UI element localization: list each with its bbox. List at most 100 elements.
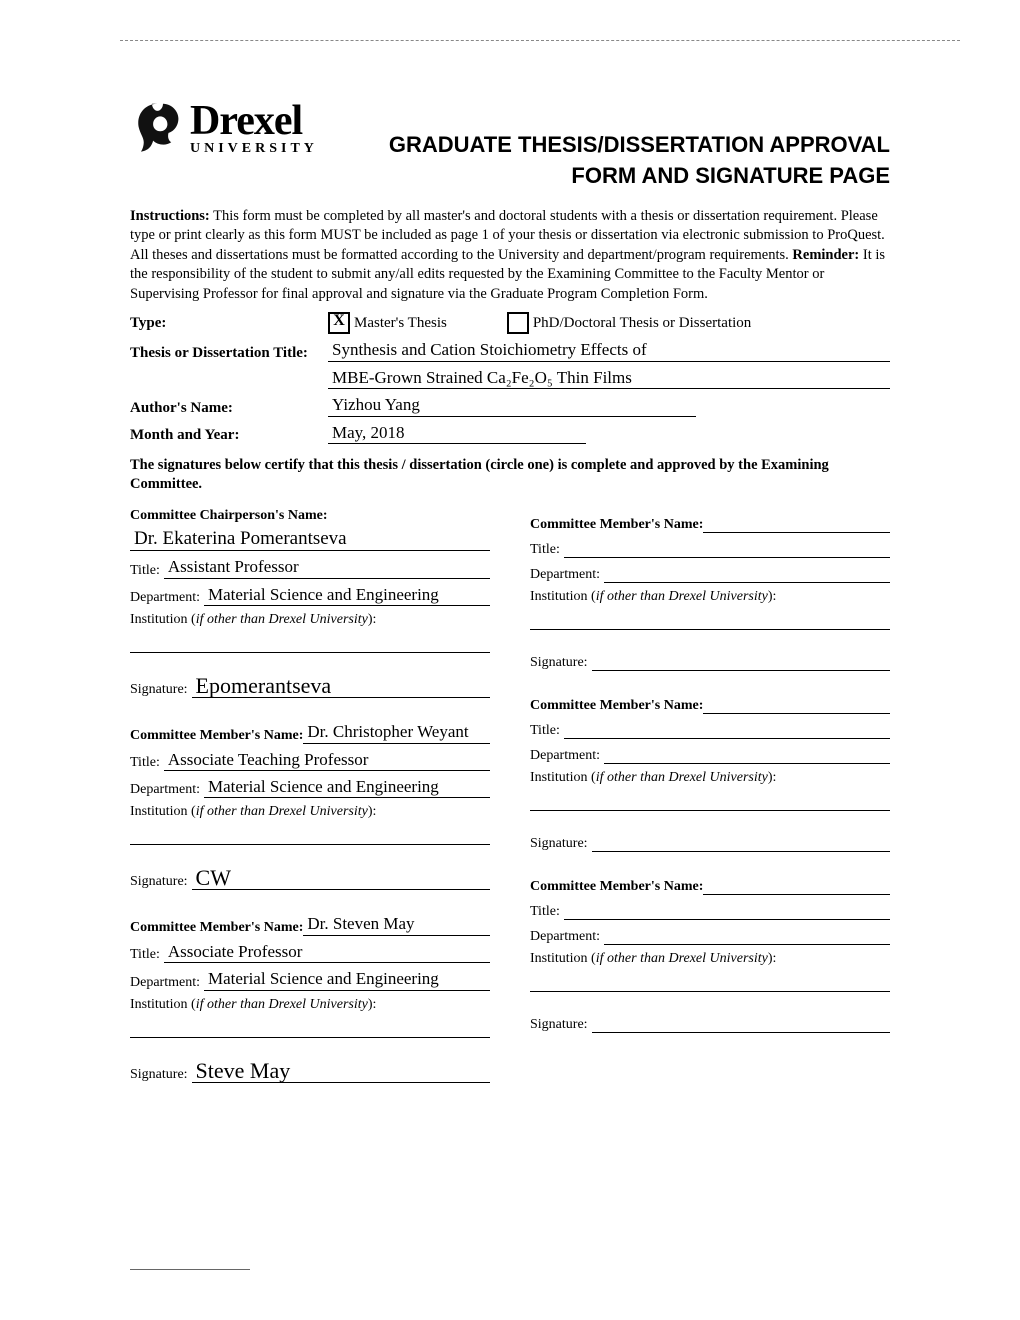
department-row: Department: [530,745,890,764]
page-top-rule [120,40,960,41]
title-row: Title: [530,901,890,920]
logo-text: Drexel UNIVERSITY [190,100,318,156]
date-label: Month and Year: [130,427,328,444]
signature-value[interactable]: Epomerantseva [192,675,490,698]
committee-right-column: Committee Member's Name: Title: Departmen… [530,508,890,1101]
title-value[interactable] [564,720,890,739]
thesis-title-line1[interactable]: Synthesis and Cation Stoichiometry Effec… [328,340,890,361]
institution-label-a: Institution ( [130,997,196,1012]
department-value[interactable] [604,926,890,945]
title-value[interactable] [564,539,890,558]
signature-label: Signature: [530,836,592,852]
institution-label-b: if other than Drexel University [196,804,368,819]
title-label: Title: [130,755,164,771]
institution-label-c: ): [368,997,377,1012]
committee-header: Committee Member's Name: [130,920,303,936]
title-row: Title: [530,539,890,558]
certification-text: The signatures below certify that this t… [130,456,890,494]
department-label: Department: [130,590,204,606]
committee-name[interactable] [703,514,890,533]
title-row: Title:Associate Teaching Professor [130,750,490,771]
institution-value[interactable] [530,971,890,992]
committee-header: Committee Chairperson's Name: [130,508,490,524]
department-label: Department: [130,782,204,798]
signature-row: Signature:Steve May [130,1060,490,1083]
committee-block: Committee Chairperson's Name: Dr. Ekateri… [130,508,490,699]
department-value[interactable]: Material Science and Engineering [204,969,490,990]
department-value[interactable] [604,564,890,583]
title-value[interactable]: Associate Professor [164,942,490,963]
title-label: Title: [130,947,164,963]
logo-bottom: UNIVERSITY [190,142,318,156]
signature-row: Signature:CW [130,867,490,890]
author-label: Author's Name: [130,400,328,417]
department-value[interactable]: Material Science and Engineering [204,777,490,798]
thesis-title-line2[interactable]: MBE-Grown Strained Ca₂Fe₂O₅ Thin Films [328,368,890,389]
masters-label: Master's Thesis [354,315,447,332]
signature-value[interactable] [592,652,890,671]
signature-label: Signature: [530,655,592,671]
page-title: GRADUATE THESIS/DISSERTATION APPROVAL FO… [328,100,890,192]
institution-value[interactable] [530,609,890,630]
committee-grid: Committee Chairperson's Name: Dr. Ekateri… [130,508,890,1101]
signature-value[interactable]: CW [192,867,490,890]
logo-top: Drexel [190,100,318,142]
committee-block: Committee Member's Name: Dr. Christopher… [130,716,490,890]
signature-row: Signature: [530,652,890,671]
signature-value[interactable] [592,1014,890,1033]
logo: Drexel UNIVERSITY [130,100,318,156]
thesis-title-label: Thesis or Dissertation Title: [130,345,328,362]
institution-row: Institution (if other than Drexel Univer… [130,997,490,1013]
form-page: Drexel UNIVERSITY GRADUATE THESIS/DISSER… [0,0,1020,1320]
institution-label-c: ): [768,951,777,966]
institution-value[interactable] [130,824,490,845]
committee-name[interactable] [703,695,890,714]
institution-label-c: ): [368,804,377,819]
title-label: Title: [530,723,564,739]
title-label: Title: [530,542,564,558]
institution-label-b: if other than Drexel University [596,951,768,966]
department-value[interactable]: Material Science and Engineering [204,585,490,606]
institution-value[interactable] [530,790,890,811]
department-value[interactable] [604,745,890,764]
committee-name[interactable]: Dr. Christopher Weyant [303,722,490,743]
institution-label-a: Institution ( [530,589,596,604]
institution-value[interactable] [130,1017,490,1038]
title-row: Title: [530,720,890,739]
committee-header-row: Committee Member's Name: Dr. Steven May [130,914,490,935]
header: Drexel UNIVERSITY GRADUATE THESIS/DISSER… [130,100,890,192]
committee-header-row: Committee Member's Name: [530,695,890,714]
department-row: Department: [530,564,890,583]
masters-checkbox[interactable]: X [328,312,350,334]
committee-header: Committee Member's Name: [530,698,703,714]
title-value[interactable]: Associate Teaching Professor [164,750,490,771]
phd-checkbox[interactable] [507,312,529,334]
date-row: Month and Year: May, 2018 [130,423,890,444]
instructions-label: Instructions: [130,208,210,224]
institution-label-a: Institution ( [530,770,596,785]
institution-label-b: if other than Drexel University [196,997,368,1012]
author-value[interactable]: Yizhou Yang [328,395,696,416]
signature-label: Signature: [130,682,192,698]
committee-name[interactable]: Dr. Steven May [303,914,490,935]
committee-name[interactable] [703,876,890,895]
department-row: Department:Material Science and Engineer… [130,969,490,990]
type-row: Type: X Master's Thesis PhD/Doctoral The… [130,312,890,334]
signature-row: Signature: [530,833,890,852]
thesis-title-row2: MBE-Grown Strained Ca₂Fe₂O₅ Thin Films [130,368,890,389]
title-label: Title: [130,563,164,579]
signature-label: Signature: [130,874,192,890]
committee-header: Committee Member's Name: [530,879,703,895]
signature-row: Signature:Epomerantseva [130,675,490,698]
signature-value[interactable] [592,833,890,852]
institution-label-a: Institution ( [530,951,596,966]
committee-block: Committee Member's Name: Title:Departmen… [530,870,890,1033]
signature-value[interactable]: Steve May [192,1060,490,1083]
title-value[interactable]: Assistant Professor [164,557,490,578]
committee-name[interactable]: Dr. Ekaterina Pomerantseva [130,528,490,552]
title-value[interactable] [564,901,890,920]
date-value[interactable]: May, 2018 [328,423,586,444]
title-line2: FORM AND SIGNATURE PAGE [328,161,890,192]
institution-value[interactable] [130,632,490,653]
instructions: Instructions: This form must be complete… [130,207,890,305]
